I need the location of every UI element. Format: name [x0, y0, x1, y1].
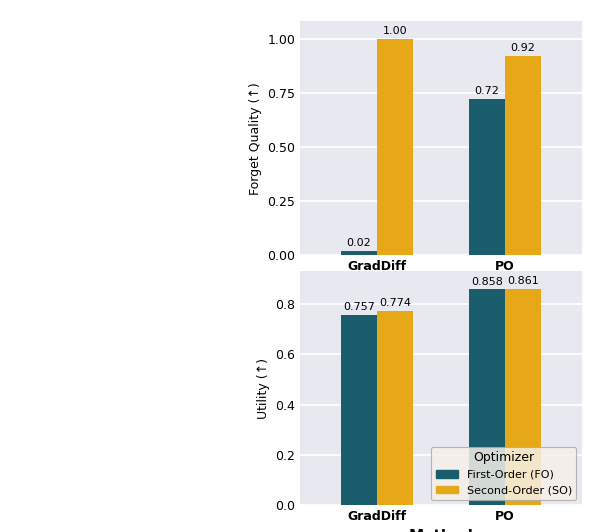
Text: 0.861: 0.861 — [507, 276, 539, 286]
X-axis label: Method: Method — [409, 529, 473, 532]
Y-axis label: Forget Quality (↑): Forget Quality (↑) — [248, 82, 262, 195]
Bar — [469, 99, 505, 255]
Bar — [505, 56, 541, 255]
Text: 0.92: 0.92 — [511, 43, 535, 53]
Text: 0.02: 0.02 — [347, 238, 371, 248]
Text: 1.00: 1.00 — [383, 26, 407, 36]
Text: 0.72: 0.72 — [475, 87, 500, 96]
Bar — [377, 39, 413, 255]
Bar — [341, 251, 377, 255]
Legend: First-Order (FO), Second-Order (SO): First-Order (FO), Second-Order (SO) — [431, 447, 577, 500]
Y-axis label: Utility (↑): Utility (↑) — [257, 358, 269, 419]
Text: 0.858: 0.858 — [471, 277, 503, 287]
Bar — [341, 315, 377, 505]
Bar — [469, 289, 505, 505]
Text: 0.774: 0.774 — [379, 298, 411, 308]
Bar — [377, 311, 413, 505]
Text: 0.757: 0.757 — [343, 302, 375, 312]
Bar — [505, 289, 541, 505]
